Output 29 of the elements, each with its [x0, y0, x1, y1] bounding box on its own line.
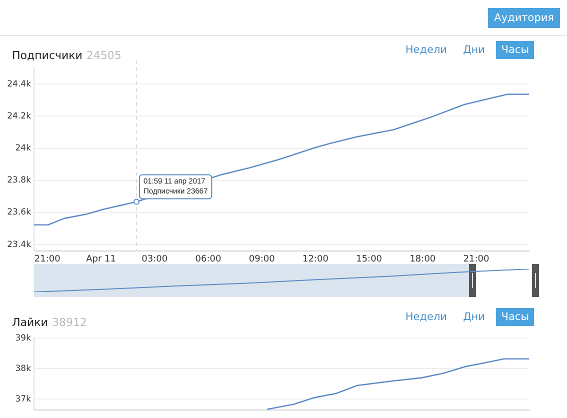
- text: Недели: [404, 310, 448, 325]
- y-tick-label: 23.4k: [7, 240, 32, 250]
- x-tick-label: 21:00: [463, 254, 490, 265]
- y-tick-label: 24.2k: [7, 111, 32, 122]
- chart-subtitle: 24505: [86, 49, 122, 62]
- chart-subtitle: 38912: [52, 316, 87, 329]
- x-tick-label: 18:00: [410, 254, 436, 265]
- text: Дни: [462, 310, 486, 325]
- y-tick-label: 23.6k: [7, 208, 32, 218]
- chart-title: Подписчики: [12, 49, 82, 62]
- text: Аудитория: [488, 8, 560, 28]
- x-tick-label: 03:00: [142, 254, 168, 265]
- text: Дни: [462, 43, 486, 58]
- y-tick-label: 37k: [15, 394, 32, 404]
- y-tick-label: 38k: [15, 364, 32, 374]
- x-tick-label: Apr 11: [86, 254, 116, 265]
- y-tick-label: 23.8k: [7, 176, 32, 186]
- text: Часы: [496, 308, 534, 326]
- x-tick-label: 15:00: [356, 254, 382, 265]
- x-tick-label: 12:00: [302, 254, 329, 265]
- chart-title: Лайки: [12, 316, 48, 329]
- text: Часы: [496, 41, 534, 59]
- y-tick-label: 24.4k: [7, 79, 32, 90]
- text: Недели: [404, 43, 448, 58]
- x-tick-label: 09:00: [248, 254, 276, 265]
- x-tick-label: 21:00: [34, 254, 61, 265]
- x-tick-label: 06:00: [195, 254, 222, 265]
- y-tick-label: 24k: [15, 144, 32, 154]
- y-tick-label: 39k: [15, 333, 32, 344]
